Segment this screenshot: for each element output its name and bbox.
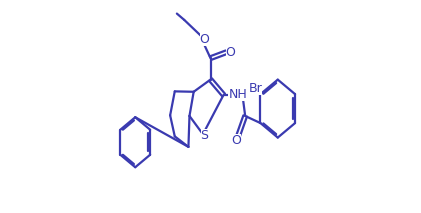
- Text: O: O: [200, 33, 210, 46]
- Text: NH: NH: [229, 88, 247, 101]
- Text: O: O: [226, 46, 235, 59]
- Text: S: S: [201, 130, 209, 142]
- Text: O: O: [231, 134, 241, 147]
- Text: Br: Br: [248, 82, 262, 95]
